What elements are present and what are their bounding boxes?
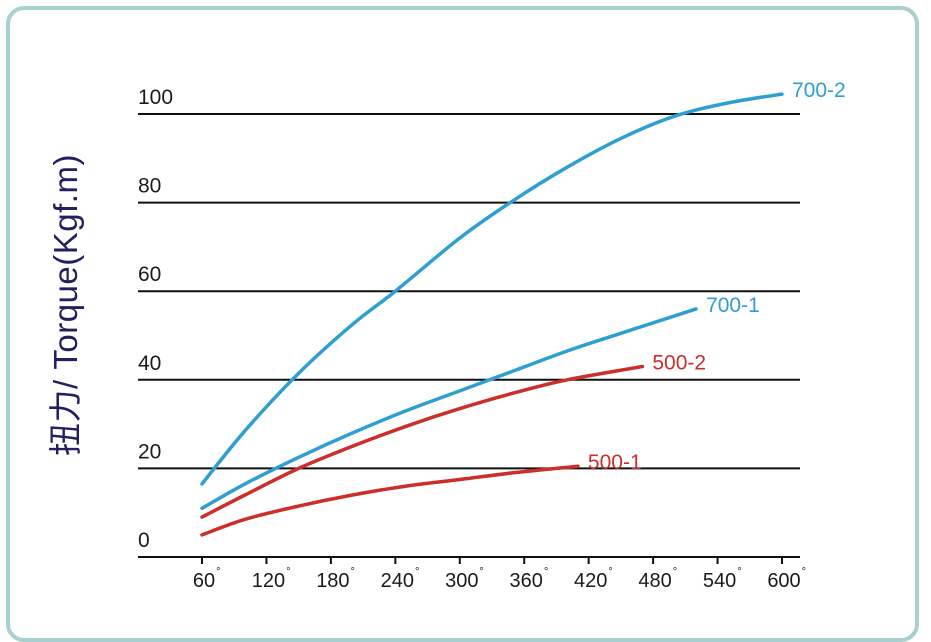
x-tick-label-240: 240 bbox=[381, 570, 414, 592]
series-line-500-2 bbox=[202, 367, 642, 518]
series-labels: 700-2 700-1 500-2 500-1 bbox=[588, 79, 846, 474]
x-axis: 60 ° 120 ° 180 ° 240 ° 300 ° 360 ° 420 ° 480 ° 540 ° 600 ° bbox=[138, 557, 806, 592]
x-tick-degree-180: ° bbox=[351, 566, 355, 578]
y-tick-label-0: 0 bbox=[138, 529, 150, 552]
x-tick-degree-120: ° bbox=[286, 566, 290, 578]
x-tick-label-360: 360 bbox=[510, 570, 543, 592]
y-tick-label-60: 60 bbox=[138, 263, 161, 286]
x-tick-label-540: 540 bbox=[703, 570, 736, 592]
series-label-500-1: 500-1 bbox=[588, 451, 642, 474]
series-label-500-2: 500-2 bbox=[652, 352, 706, 375]
series-label-700-1: 700-1 bbox=[706, 294, 760, 317]
x-tick-degree-60: ° bbox=[216, 566, 220, 578]
x-tick-degree-540: ° bbox=[737, 566, 741, 578]
y-tick-label-40: 40 bbox=[138, 352, 161, 375]
series-line-700-2 bbox=[202, 94, 782, 484]
x-tick-label-180: 180 bbox=[316, 570, 349, 592]
y-tick-label-100: 100 bbox=[138, 86, 173, 109]
x-tick-degree-600: ° bbox=[802, 566, 806, 578]
x-tick-label-480: 480 bbox=[638, 570, 671, 592]
x-tick-label-120: 120 bbox=[252, 570, 285, 592]
y-tick-labels: 0 20 40 60 80 100 bbox=[138, 86, 173, 552]
x-tick-degree-240: ° bbox=[415, 566, 419, 578]
x-tick-degree-480: ° bbox=[673, 566, 677, 578]
x-tick-label-420: 420 bbox=[574, 570, 607, 592]
y-tick-label-20: 20 bbox=[138, 440, 161, 463]
x-tick-degree-420: ° bbox=[608, 566, 612, 578]
series-label-700-2: 700-2 bbox=[792, 79, 846, 102]
y-tick-label-80: 80 bbox=[138, 175, 161, 198]
grid-lines bbox=[138, 114, 800, 468]
x-tick-label-300: 300 bbox=[445, 570, 478, 592]
x-tick-degree-360: ° bbox=[544, 566, 548, 578]
x-tick-degree-300: ° bbox=[479, 566, 483, 578]
x-tick-label-60: 60 bbox=[193, 570, 215, 592]
x-tick-label-600: 600 bbox=[767, 570, 800, 592]
